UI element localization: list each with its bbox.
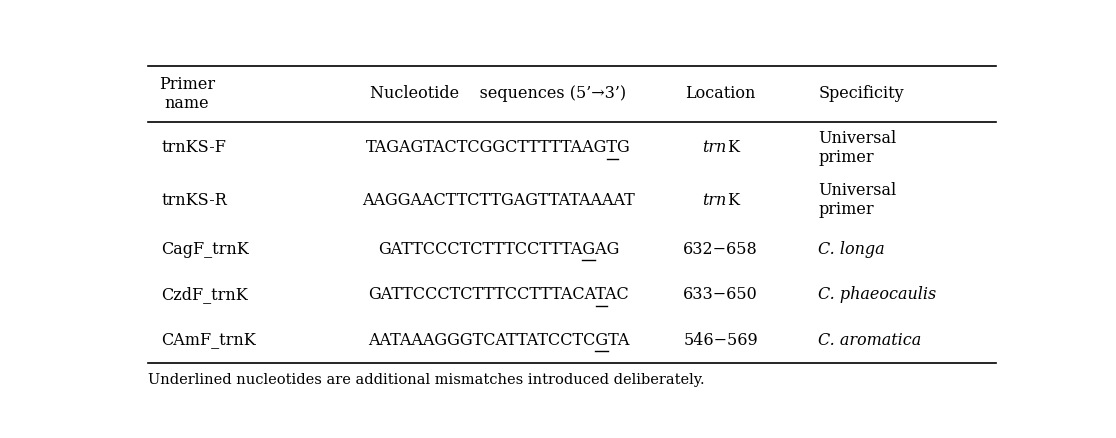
Text: trnKS-F: trnKS-F (161, 139, 227, 156)
Text: C. phaeocaulis: C. phaeocaulis (818, 286, 936, 303)
Text: 546−569: 546−569 (683, 332, 758, 349)
Text: CagF_trnK: CagF_trnK (161, 240, 249, 258)
Text: CAmF_trnK: CAmF_trnK (161, 332, 256, 349)
Text: AATAAAGGGTCATTATCCTCGTA: AATAAAGGGTCATTATCCTCGTA (368, 332, 629, 349)
Text: Primer
name: Primer name (158, 76, 215, 112)
Text: CzdF_trnK: CzdF_trnK (161, 286, 248, 303)
Text: GATTCCCTCTTTCCTTTACATAC: GATTCCCTCTTTCCTTTACATAC (368, 286, 628, 303)
Text: trnKS-R: trnKS-R (161, 191, 227, 208)
Text: trn: trn (703, 191, 727, 208)
Text: 632−658: 632−658 (683, 240, 758, 258)
Text: Specificity: Specificity (818, 85, 904, 102)
Text: Nucleotide    sequences (5’→3’): Nucleotide sequences (5’→3’) (371, 85, 626, 102)
Text: Universal
primer: Universal primer (818, 182, 896, 219)
Text: Universal
primer: Universal primer (818, 130, 896, 166)
Text: GATTCCCTCTTTCCTTTAGAG: GATTCCCTCTTTCCTTTAGAG (377, 240, 619, 258)
Text: TAGAGTACTCGGCTTTTTAAGTG: TAGAGTACTCGGCTTTTTAAGTG (366, 139, 631, 156)
Text: AAGGAACTTCTTGAGTTATAAAAT: AAGGAACTTCTTGAGTTATAAAAT (362, 191, 635, 208)
Text: K: K (727, 139, 739, 156)
Text: K: K (727, 191, 739, 208)
Text: Location: Location (685, 85, 756, 102)
Text: Underlined nucleotides are additional mismatches introduced deliberately.: Underlined nucleotides are additional mi… (148, 373, 705, 387)
Text: C. longa: C. longa (818, 240, 885, 258)
Text: trn: trn (703, 139, 727, 156)
Text: 633−650: 633−650 (683, 286, 758, 303)
Text: C. aromatica: C. aromatica (818, 332, 922, 349)
